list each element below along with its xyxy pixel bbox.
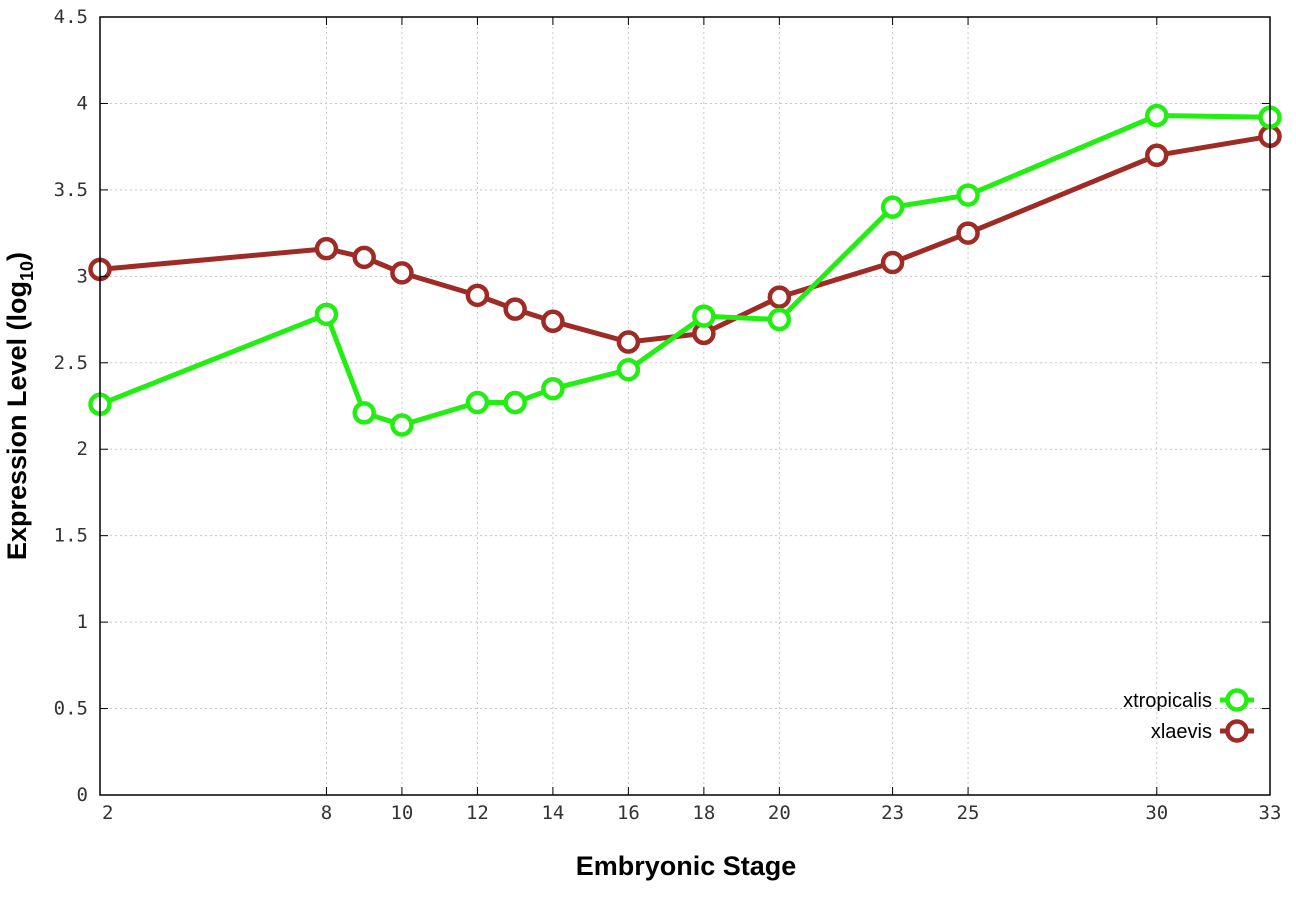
grid	[100, 17, 1270, 795]
y-axis-title: Expression Level (log10)	[2, 252, 37, 560]
data-point-xtropicalis	[692, 304, 716, 328]
legend: xtropicalis xlaevis	[1123, 688, 1254, 743]
y-axis-title-subscript: 10	[17, 261, 37, 281]
x-tick-label: 14	[541, 802, 564, 824]
data-point-xtropicalis	[503, 390, 527, 415]
y-tick-label: 4	[77, 92, 88, 114]
series-xtropicalis	[88, 103, 1282, 437]
y-axis-title-close: )	[2, 252, 32, 261]
x-tick-label: 20	[768, 802, 791, 824]
series-xlaevis	[88, 124, 1282, 354]
data-point-xlaevis	[390, 261, 414, 285]
y-tick-label: 1	[77, 611, 88, 633]
x-tick-label: 25	[957, 802, 980, 824]
x-tick-label: 8	[321, 802, 332, 824]
data-point-xlaevis	[880, 250, 905, 275]
data-point-xlaevis	[314, 236, 339, 261]
tick-marks	[99, 16, 1271, 796]
data-point-xlaevis	[465, 283, 490, 308]
data-point-xlaevis	[541, 309, 565, 334]
x-tick-label: 16	[617, 802, 640, 824]
data-point-xtropicalis	[541, 376, 565, 401]
data-point-xtropicalis	[352, 401, 376, 425]
data-point-xlaevis	[767, 285, 792, 309]
series-line-xlaevis	[99, 133, 1271, 345]
y-tick-labels: 0 0.5 1 1.5 2 2.5 3 3.5 4 4.5	[54, 6, 88, 806]
legend-swatch-marker	[1225, 688, 1249, 712]
data-point-xtropicalis	[465, 390, 490, 415]
x-tick-label: 23	[881, 802, 904, 824]
data-point-xtropicalis	[880, 195, 905, 219]
legend-label: xlaevis	[1151, 721, 1212, 743]
data-point-xlaevis	[616, 330, 641, 354]
data-point-xlaevis	[1145, 143, 1169, 168]
x-axis-title: Embryonic Stage	[576, 851, 797, 881]
y-tick-label: 2	[77, 438, 88, 460]
y-tick-label: 3.5	[54, 179, 88, 201]
x-tick-labels: 2 8 10 12 14 16 18 20 23 25 30 33	[102, 802, 1281, 824]
y-tick-label: 1.5	[54, 525, 88, 547]
series-layer	[88, 103, 1282, 437]
data-point-xlaevis	[352, 245, 376, 270]
data-point-xlaevis	[503, 297, 527, 321]
y-tick-label: 2.5	[54, 352, 88, 374]
data-point-xtropicalis	[767, 307, 792, 332]
legend-swatch-marker	[1225, 719, 1249, 743]
x-tick-label: 2	[102, 802, 113, 824]
x-tick-label: 18	[692, 802, 715, 824]
data-point-xlaevis	[956, 221, 980, 245]
plot-frame	[99, 16, 1271, 796]
x-tick-label: 10	[390, 802, 413, 824]
y-tick-label: 0.5	[54, 698, 88, 720]
legend-item-xtropicalis: xtropicalis	[1123, 688, 1254, 712]
y-axis-title-main: Expression Level (log	[2, 281, 32, 560]
legend-label: xtropicalis	[1123, 690, 1212, 712]
x-tick-label: 33	[1259, 802, 1282, 824]
y-tick-label: 4.5	[54, 6, 88, 28]
x-tick-label: 12	[466, 802, 489, 824]
series-line-xtropicalis	[99, 113, 1271, 428]
x-tick-label: 30	[1145, 802, 1168, 824]
y-tick-label: 3	[77, 265, 88, 287]
data-point-xtropicalis	[616, 357, 641, 382]
data-point-xtropicalis	[956, 183, 980, 207]
legend-item-xlaevis: xlaevis	[1151, 719, 1254, 743]
data-point-xtropicalis	[390, 413, 414, 437]
y-tick-label: 0	[77, 784, 88, 806]
data-point-xtropicalis	[1145, 103, 1169, 128]
data-point-xtropicalis	[314, 302, 339, 327]
